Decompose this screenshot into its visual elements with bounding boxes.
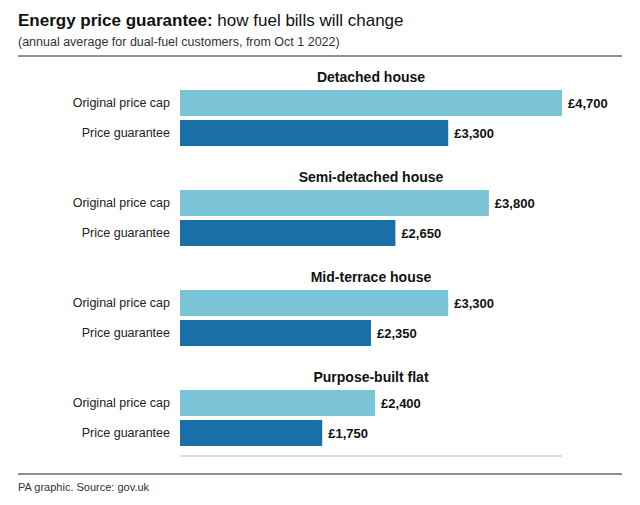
- separator: [18, 474, 622, 475]
- data-label: £2,650: [401, 226, 441, 241]
- separator: [18, 56, 622, 57]
- row-label: Original price cap: [73, 196, 170, 210]
- row-label: Price guarantee: [82, 326, 170, 340]
- row-label: Original price cap: [73, 96, 170, 110]
- bars: [180, 90, 562, 446]
- row-label: Original price cap: [73, 296, 170, 310]
- bar: [180, 290, 448, 316]
- row-label: Price guarantee: [82, 126, 170, 140]
- data-label: £4,700: [568, 96, 608, 111]
- row-label: Price guarantee: [82, 426, 170, 440]
- bar: [180, 390, 375, 416]
- bar: [180, 90, 562, 116]
- data-label: £3,300: [454, 126, 494, 141]
- x-axis-line: [180, 456, 562, 457]
- bar: [180, 120, 448, 146]
- title: Energy price guarantee: how fuel bills w…: [18, 11, 404, 30]
- labels: Detached house £4,700 Original price cap £3…: [73, 69, 608, 441]
- category-label: Mid-terrace house: [311, 269, 432, 285]
- bar: [180, 420, 322, 446]
- data-label: £2,400: [381, 396, 421, 411]
- footer: PA graphic. Source: gov.uk: [18, 481, 150, 493]
- row-label: Price guarantee: [82, 226, 170, 240]
- data-label: £1,750: [328, 426, 368, 441]
- data-label: £3,300: [454, 296, 494, 311]
- chart: Energy price guarantee: how fuel bills w…: [0, 0, 640, 505]
- category-label: Detached house: [317, 69, 425, 85]
- data-label: £3,800: [495, 196, 535, 211]
- subtitle: (annual average for dual-fuel customers,…: [18, 35, 340, 49]
- bar: [180, 220, 395, 246]
- bar: [180, 190, 489, 216]
- row-label: Original price cap: [73, 396, 170, 410]
- data-label: £2,350: [377, 326, 417, 341]
- category-label: Purpose-built flat: [313, 369, 428, 385]
- category-label: Semi-detached house: [299, 169, 444, 185]
- bar: [180, 320, 371, 346]
